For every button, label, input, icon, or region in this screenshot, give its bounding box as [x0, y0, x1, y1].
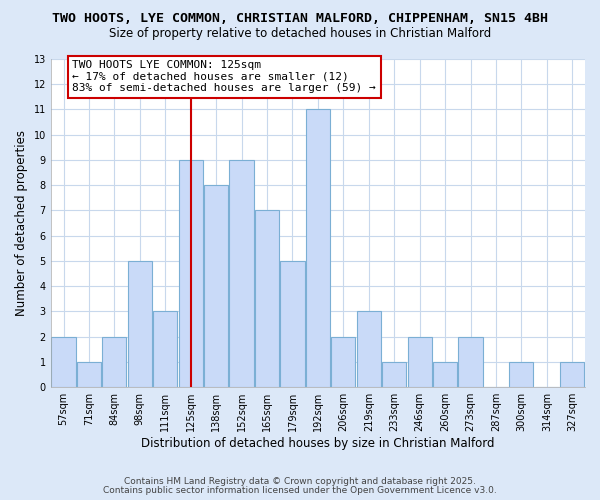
- Bar: [128, 261, 152, 387]
- Text: Contains public sector information licensed under the Open Government Licence v3: Contains public sector information licen…: [103, 486, 497, 495]
- Bar: [153, 312, 178, 387]
- Text: TWO HOOTS LYE COMMON: 125sqm
← 17% of detached houses are smaller (12)
83% of se: TWO HOOTS LYE COMMON: 125sqm ← 17% of de…: [73, 60, 376, 94]
- Bar: [433, 362, 457, 387]
- Bar: [356, 312, 381, 387]
- Bar: [560, 362, 584, 387]
- Bar: [280, 261, 305, 387]
- X-axis label: Distribution of detached houses by size in Christian Malford: Distribution of detached houses by size …: [141, 437, 494, 450]
- Bar: [331, 336, 355, 387]
- Bar: [103, 336, 127, 387]
- Text: Contains HM Land Registry data © Crown copyright and database right 2025.: Contains HM Land Registry data © Crown c…: [124, 477, 476, 486]
- Bar: [255, 210, 279, 387]
- Bar: [407, 336, 432, 387]
- Text: Size of property relative to detached houses in Christian Malford: Size of property relative to detached ho…: [109, 28, 491, 40]
- Bar: [229, 160, 254, 387]
- Bar: [77, 362, 101, 387]
- Text: TWO HOOTS, LYE COMMON, CHRISTIAN MALFORD, CHIPPENHAM, SN15 4BH: TWO HOOTS, LYE COMMON, CHRISTIAN MALFORD…: [52, 12, 548, 26]
- Bar: [179, 160, 203, 387]
- Bar: [306, 110, 330, 387]
- Bar: [204, 185, 228, 387]
- Y-axis label: Number of detached properties: Number of detached properties: [15, 130, 28, 316]
- Bar: [382, 362, 406, 387]
- Bar: [509, 362, 533, 387]
- Bar: [458, 336, 482, 387]
- Bar: [52, 336, 76, 387]
